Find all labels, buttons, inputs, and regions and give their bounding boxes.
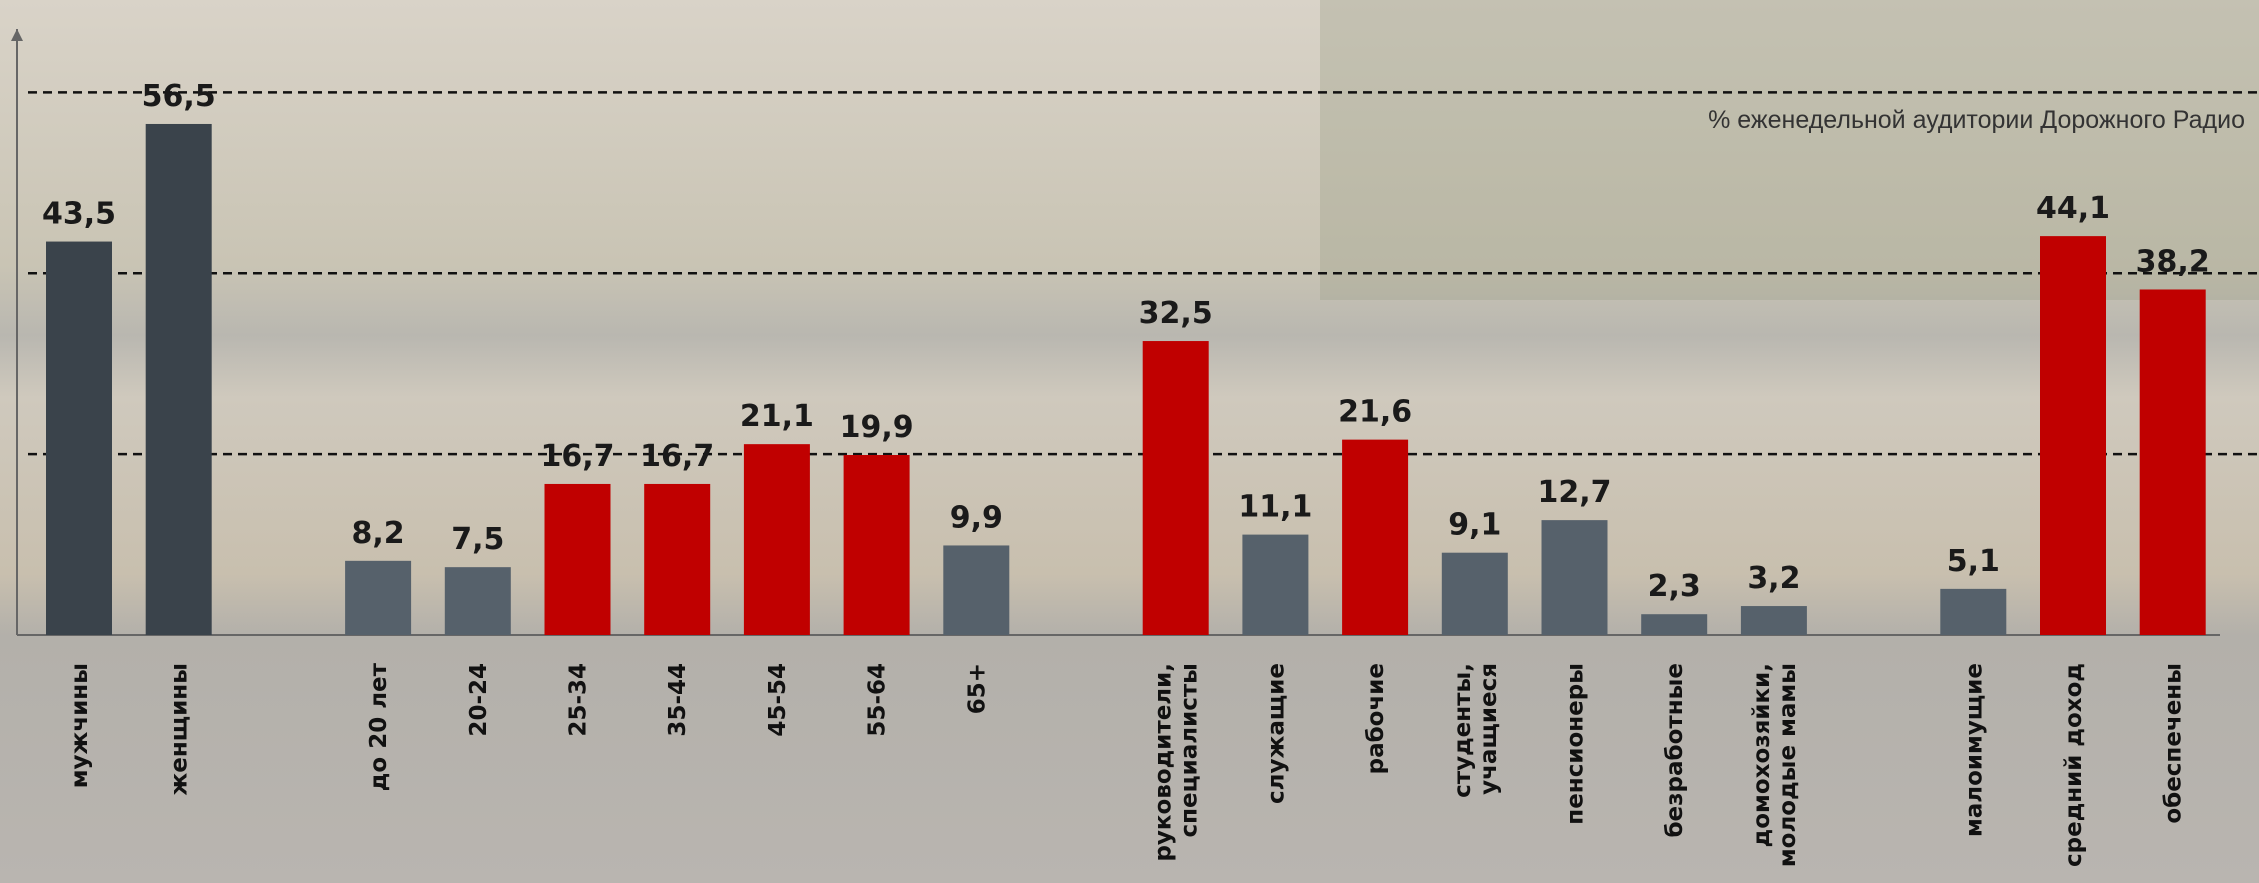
bar [145, 123, 212, 635]
x-tick-label: 35-44 [665, 663, 691, 737]
bar [1142, 341, 1209, 635]
bar [46, 241, 112, 635]
x-tick-label: 25-34 [566, 663, 592, 737]
value-label: 9,9 [950, 500, 1003, 535]
value-label: 43,5 [42, 197, 116, 232]
annotation: % еженедельной аудитории Дорожного Радио [1708, 106, 2245, 134]
x-tick-label: домохозяйки,молодые мамы [1749, 663, 1801, 867]
value-label: 11,1 [1238, 490, 1312, 525]
value-label: 38,2 [2136, 244, 2210, 279]
value-label: 9,1 [1448, 508, 1501, 543]
value-label: 32,5 [1139, 296, 1213, 331]
value-label: 16,7 [540, 439, 614, 474]
bar [743, 444, 810, 635]
bar [644, 483, 711, 635]
bar [1441, 552, 1508, 635]
value-label: 16,7 [640, 439, 714, 474]
x-tick-label: пенсионеры [1563, 663, 1589, 825]
bar [1342, 439, 1409, 635]
x-tick-label: 20-24 [466, 663, 492, 737]
x-tick-label: обеспечены [2161, 663, 2187, 824]
value-label: 21,1 [740, 399, 814, 434]
value-label: 2,3 [1648, 569, 1701, 604]
value-label: 7,5 [451, 522, 504, 557]
y-axis-arrow [11, 29, 23, 41]
x-tick-label: женщины [167, 663, 193, 796]
value-label: 21,6 [1338, 395, 1412, 430]
bar [345, 560, 412, 635]
bar [943, 545, 1010, 635]
x-tick-label: безработные [1662, 663, 1688, 838]
background-trees [1320, 0, 2259, 300]
bar [2139, 289, 2206, 635]
value-label: 44,1 [2036, 191, 2110, 226]
bar [2040, 236, 2106, 635]
bar [1641, 614, 1708, 635]
x-tick-label: студенты,учащиеся [1450, 663, 1502, 798]
x-tick-label: руководители,специалисты [1151, 663, 1203, 862]
x-tick-label: рабочие [1363, 663, 1389, 774]
bar [1940, 588, 2007, 635]
bar [444, 567, 511, 635]
x-tick-label: 65+ [964, 663, 990, 714]
value-label: 12,7 [1537, 475, 1611, 510]
value-label: 19,9 [840, 410, 914, 445]
x-tick-label: 45-54 [765, 663, 791, 737]
value-label: 3,2 [1747, 561, 1800, 596]
bar [1740, 606, 1807, 635]
x-tick-label: малоимущие [1961, 663, 1987, 837]
bar [843, 455, 910, 635]
x-tick-label: средний доход [2061, 663, 2087, 867]
bar [1541, 520, 1608, 635]
bar [1242, 534, 1309, 635]
bar [544, 483, 611, 635]
x-tick-label: мужчины [67, 663, 93, 788]
value-label: 5,1 [1947, 544, 2000, 579]
value-label: 56,5 [142, 79, 216, 114]
x-tick-label: 55-64 [865, 663, 891, 737]
x-tick-label: служащие [1263, 663, 1289, 804]
x-tick-label: до 20 лет [366, 662, 392, 791]
value-label: 8,2 [352, 516, 405, 551]
